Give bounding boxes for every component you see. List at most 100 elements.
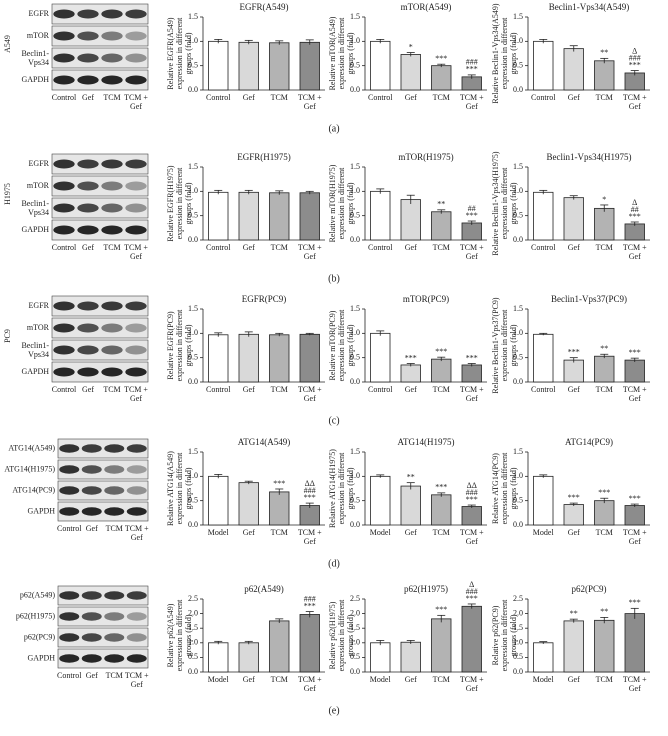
- blot-row-label: GAPDH: [21, 225, 49, 234]
- y-tick-label: 1.0: [188, 328, 198, 337]
- blot-strip: [51, 153, 149, 175]
- y-tick-label: 1.0: [188, 471, 198, 480]
- y-tick-label: 1.5: [350, 162, 360, 171]
- bar: [400, 54, 421, 91]
- significance-mark: ***: [304, 493, 316, 502]
- significance-mark: ΔΔ: [467, 481, 477, 490]
- blot-band: [101, 323, 123, 333]
- bar: [533, 191, 554, 241]
- x-tick-label: TCM + Gef: [298, 385, 322, 403]
- blot-strip: [57, 480, 149, 501]
- blot-band: [125, 345, 147, 355]
- y-axis-label: Relative EGFR(H1975): [166, 165, 175, 242]
- blot-band: [53, 9, 75, 19]
- significance-mark: ***: [466, 211, 478, 220]
- error-bar: [214, 38, 223, 44]
- significance-mark: ***: [435, 54, 447, 63]
- blot-band: [53, 159, 75, 169]
- blot-band: [81, 612, 102, 621]
- bar: [563, 197, 584, 241]
- error-bar: [630, 357, 639, 363]
- significance-mark: ###: [304, 486, 316, 495]
- blot-band: [53, 367, 75, 377]
- y-tick-label: 1.0: [350, 328, 360, 337]
- y-axis-label: groups (fold): [346, 182, 355, 224]
- significance-mark: ***: [435, 605, 447, 614]
- x-tick-label: Gef: [405, 93, 417, 102]
- blot-band: [104, 633, 125, 642]
- blot-band: [125, 301, 147, 311]
- error-bar: [569, 357, 578, 363]
- error-bar: [305, 611, 314, 618]
- blot-band: [81, 591, 102, 600]
- blot-band: [77, 367, 99, 377]
- error-bar: [467, 220, 476, 225]
- error-bar: [437, 63, 446, 68]
- error-bar: [244, 331, 253, 337]
- y-axis-label: Relative p62(A549): [166, 603, 175, 667]
- blot-band: [81, 486, 102, 495]
- blot-strip: [57, 501, 149, 522]
- error-bar: [630, 70, 639, 76]
- blot-band: [104, 507, 125, 516]
- y-tick-label: 0.5: [188, 60, 198, 69]
- blot-column-label: Gef: [86, 671, 98, 680]
- bar: [299, 192, 320, 241]
- error-bar: [600, 616, 609, 624]
- significance-mark: ##: [468, 204, 476, 213]
- blot-band: [81, 633, 102, 642]
- blot-band: [101, 367, 123, 377]
- significance-mark: ***: [466, 65, 478, 74]
- blot-strip: [57, 627, 149, 648]
- y-tick-label: 0.5: [188, 495, 198, 504]
- blot-band: [125, 53, 147, 63]
- blot-band: [101, 159, 123, 169]
- bar: [208, 40, 229, 91]
- error-bar: [437, 356, 446, 362]
- blot-band: [101, 301, 123, 311]
- y-tick-label: 1.0: [513, 186, 523, 195]
- blot-band: [101, 203, 123, 213]
- significance-mark: ***: [304, 601, 316, 610]
- blot-row-label: Beclin1-Vps34: [21, 199, 49, 217]
- y-axis-label: expression in different: [175, 452, 184, 525]
- blot-band: [104, 486, 125, 495]
- x-tick-label: TCM: [271, 675, 288, 684]
- blot-band: [59, 465, 80, 474]
- y-axis-label: expression in different: [337, 167, 346, 240]
- y-axis-label: groups (fold): [509, 324, 518, 366]
- error-bar: [467, 603, 476, 609]
- y-axis-label: Relative p62(H1975): [328, 601, 337, 669]
- blot-column-label: Control: [52, 93, 77, 102]
- y-tick-label: 1.5: [513, 304, 523, 313]
- x-tick-label: Control: [206, 93, 231, 102]
- x-tick-label: Control: [368, 243, 393, 252]
- x-tick-label: Gef: [405, 528, 417, 537]
- y-tick-label: 1.0: [513, 471, 523, 480]
- blot-row-label: GAPDH: [21, 367, 49, 376]
- y-tick-label: 0.0: [350, 520, 360, 529]
- y-axis-label: expression in different: [500, 167, 509, 240]
- significance-mark: ***: [568, 493, 580, 502]
- bar: [238, 41, 259, 91]
- x-tick-label: TCM + Gef: [623, 675, 647, 693]
- blot-strip: [57, 585, 149, 606]
- blot-strip: [57, 459, 149, 480]
- chart-title: p62(PC9): [571, 584, 606, 594]
- significance-mark: *: [602, 195, 606, 204]
- chart-title: Beclin1-Vps34(A549): [549, 2, 630, 12]
- y-tick-label: 2.5: [513, 594, 523, 603]
- blot-band: [81, 465, 102, 474]
- error-bar: [539, 641, 548, 644]
- bar: [370, 642, 391, 673]
- error-bar: [406, 363, 415, 367]
- y-axis-label: groups (fold): [509, 182, 518, 224]
- y-tick-label: 0.5: [188, 652, 198, 661]
- y-axis-label: groups (fold): [509, 614, 518, 656]
- y-tick-label: 1.5: [188, 304, 198, 313]
- x-tick-label: TCM: [433, 385, 450, 394]
- y-tick-label: 2.5: [350, 594, 360, 603]
- blot-column-label: Control: [57, 671, 82, 680]
- error-bar: [467, 504, 476, 508]
- y-tick-label: 1.5: [188, 447, 198, 456]
